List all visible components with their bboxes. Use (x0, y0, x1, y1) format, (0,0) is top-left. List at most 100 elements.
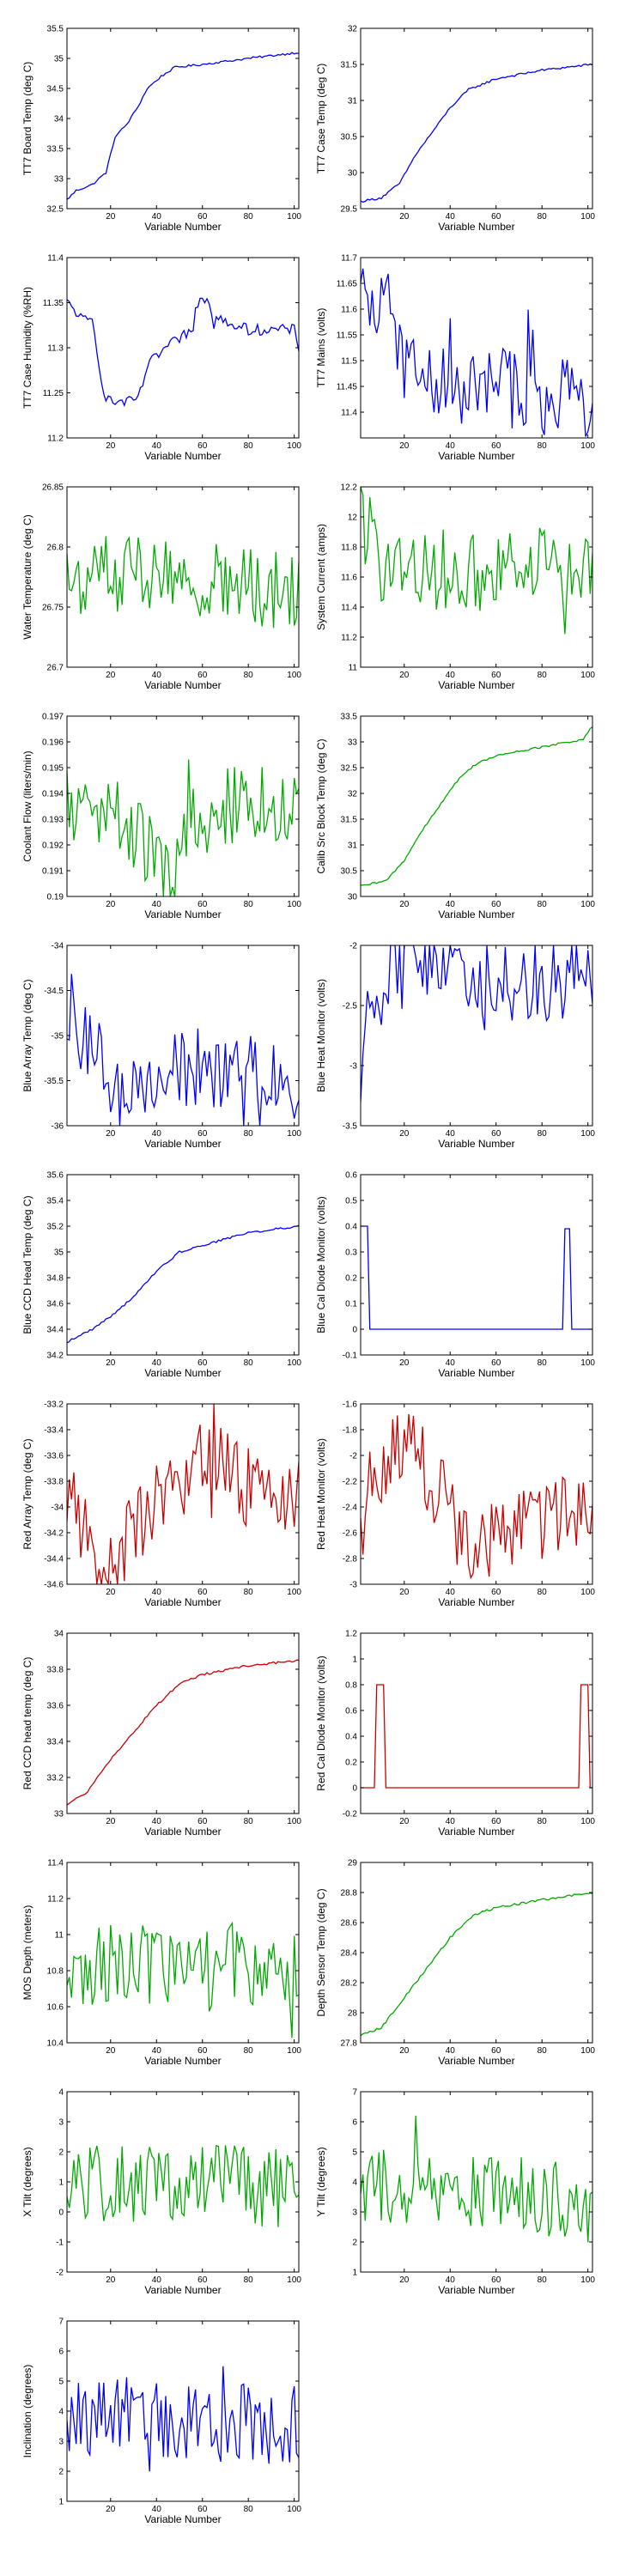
y-tick-label: 0.191 (42, 867, 64, 877)
y-tick-label: 0.4 (345, 1223, 357, 1232)
y-axis-label: Red Heat Monitor (volts) (315, 1438, 327, 1550)
y-tick-label: 33.8 (47, 1666, 64, 1675)
y-tick-label: 11.65 (337, 280, 358, 289)
series-line (67, 536, 299, 629)
x-tick-label: 40 (152, 2046, 162, 2056)
y-tick-label: -2.2 (343, 1478, 358, 1487)
x-tick-label: 40 (152, 671, 162, 680)
y-tick-label: 10.6 (47, 2003, 64, 2013)
x-tick-label: 60 (491, 2046, 501, 2056)
y-tick-label: -0.2 (343, 1810, 358, 1820)
y-axis-label: Calib Src Block Temp (deg C) (315, 738, 327, 873)
x-tick-label: 40 (152, 900, 162, 909)
x-tick-label: 60 (491, 1129, 501, 1139)
x-tick-label: 100 (287, 1358, 301, 1368)
x-tick-label: 80 (244, 1358, 254, 1368)
y-tick-label: 12 (348, 513, 358, 523)
x-axis-label: Variable Number (438, 679, 514, 691)
y-tick-label: 28.8 (341, 1889, 358, 1899)
y-tick-label: 0.4 (345, 1733, 357, 1742)
y-tick-label: 11.2 (47, 434, 64, 444)
y-tick-label: 33.5 (341, 713, 358, 722)
y-tick-label: -1.6 (343, 1400, 358, 1410)
chart-panel: 20 40 60 80 100 -34.6 -34.4 -34.2 -34 -33.8 -33.6 -… (21, 1400, 301, 1609)
y-tick-label: 11.4 (341, 604, 357, 613)
y-tick-label: 29.5 (341, 205, 358, 215)
y-tick-label: -33.6 (44, 1452, 64, 1461)
y-tick-label: 32.5 (47, 205, 64, 215)
y-tick-label: 32 (348, 790, 358, 799)
x-tick-label: 80 (244, 1129, 254, 1139)
chart-panel: 20 40 60 80 100 26.7 26.75 26.8 26.85 Variable Nu… (21, 483, 301, 692)
y-tick-label: -1.8 (343, 1426, 358, 1436)
x-tick-label: 60 (197, 212, 208, 222)
y-tick-label: 31 (348, 97, 358, 106)
y-tick-label: -34.4 (44, 1555, 64, 1564)
y-tick-label: -0.1 (343, 1352, 358, 1361)
y-tick-label: 30 (348, 169, 358, 179)
x-tick-label: 40 (446, 441, 456, 451)
x-tick-label: 40 (446, 2275, 456, 2285)
x-tick-label: 60 (491, 900, 501, 909)
series-line (361, 268, 592, 437)
y-tick-label: 27.8 (341, 2039, 358, 2049)
x-tick-label: 20 (399, 2275, 410, 2285)
y-tick-label: 1 (352, 1656, 357, 1665)
series-line (361, 1893, 592, 2037)
axes-frame (66, 715, 300, 897)
y-tick-label: 11.45 (337, 383, 358, 392)
x-tick-label: 40 (446, 1817, 456, 1826)
x-tick-label: 60 (491, 1588, 501, 1597)
x-axis-label: Variable Number (144, 1826, 221, 1838)
y-tick-label: 11.25 (43, 389, 64, 398)
x-tick-label: 40 (152, 1129, 162, 1139)
x-tick-label: 100 (580, 2046, 595, 2056)
y-tick-label: 35 (54, 1249, 64, 1258)
x-tick-label: 20 (106, 2505, 116, 2514)
y-tick-label: -35.5 (44, 1077, 64, 1086)
chart-panel: 20 40 60 80 100 -3 -2.8 -2.6 -2.4 -2.2 -2 -1.8 -1.6 V… (315, 1400, 595, 1609)
x-axis-label: Variable Number (438, 1367, 514, 1379)
y-tick-label: 34.8 (47, 1274, 64, 1284)
x-tick-label: 80 (244, 1817, 254, 1826)
x-tick-label: 80 (538, 441, 548, 451)
x-axis-label: Variable Number (144, 2055, 221, 2067)
y-tick-label: 26.8 (47, 544, 64, 553)
x-tick-label: 40 (152, 2275, 162, 2285)
x-tick-label: 60 (491, 1817, 501, 1826)
y-tick-label: 6 (58, 2348, 64, 2357)
x-tick-label: 20 (106, 2275, 116, 2285)
axes-frame (360, 1403, 593, 1585)
x-tick-label: 60 (491, 441, 501, 451)
y-tick-label: 3 (352, 2208, 357, 2218)
y-axis-label: Red Array Temp (deg C) (21, 1438, 33, 1549)
x-tick-label: 20 (106, 441, 116, 451)
x-tick-label: 80 (244, 2046, 254, 2056)
chart-panel: 20 40 60 80 100 -3.5 -3 -2.5 -2 Variable Number Bl… (315, 942, 595, 1151)
y-tick-label: -2.5 (343, 1002, 358, 1012)
y-axis-label: TT7 Case Temp (deg C) (315, 64, 327, 174)
x-tick-label: 100 (580, 212, 595, 222)
y-tick-label: 11.4 (341, 409, 357, 418)
chart-panel: 20 40 60 80 100 10.4 10.6 10.8 11 11.2 11.4 Variabl… (21, 1859, 301, 2068)
y-tick-label: 35 (54, 55, 64, 64)
y-tick-label: 11.2 (341, 634, 357, 643)
y-tick-label: 0.6 (345, 1707, 357, 1716)
y-tick-label: 35.5 (47, 25, 64, 34)
x-tick-label: 80 (538, 900, 548, 909)
y-tick-label: 11.5 (341, 357, 357, 367)
y-tick-label: 2 (58, 2148, 64, 2158)
x-tick-label: 80 (538, 1817, 548, 1826)
x-tick-label: 100 (287, 1817, 301, 1826)
y-tick-label: 33 (54, 175, 64, 185)
x-tick-label: 100 (580, 671, 595, 680)
y-tick-label: 11.6 (341, 574, 357, 583)
x-tick-label: 20 (106, 1588, 116, 1597)
x-axis-label: Variable Number (438, 908, 514, 920)
x-tick-label: 100 (580, 2275, 595, 2285)
x-tick-label: 20 (399, 1817, 410, 1826)
x-tick-label: 60 (491, 2275, 501, 2285)
x-tick-label: 60 (197, 1358, 208, 1368)
axes-frame (360, 2091, 593, 2273)
x-tick-label: 60 (197, 1817, 208, 1826)
